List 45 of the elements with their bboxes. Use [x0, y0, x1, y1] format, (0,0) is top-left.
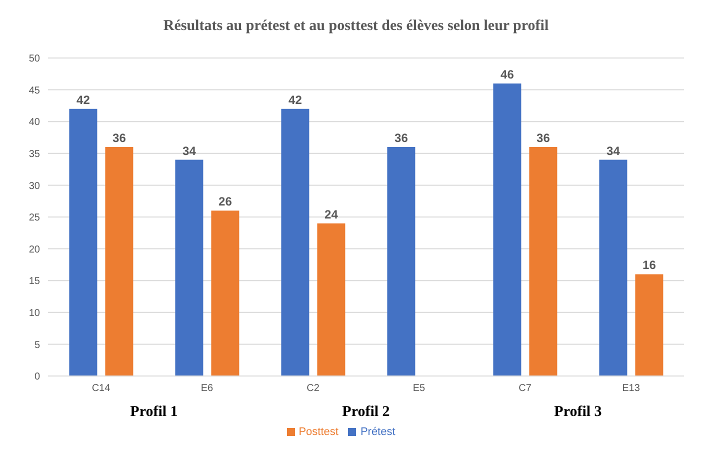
bar: [493, 83, 522, 376]
data-label: 42: [288, 92, 302, 107]
bar: [281, 108, 310, 376]
x-tick-label: C7: [518, 383, 532, 394]
x-tick-label: E5: [412, 383, 426, 394]
y-tick-label: 0: [34, 372, 40, 383]
data-label: 34: [606, 144, 620, 158]
chart-title: Résultats au prétest et au posttest des élèves selon leur profil: [162, 18, 550, 35]
bar: [211, 210, 240, 376]
x-tick-label: C2: [306, 383, 320, 394]
data-label: 16: [642, 258, 656, 272]
y-tick-label: 25: [28, 212, 40, 224]
y-tick-label: 35: [28, 148, 40, 160]
data-label: 26: [218, 194, 232, 209]
bar: [599, 160, 628, 376]
data-label: 36: [536, 131, 550, 146]
bar: [69, 108, 98, 376]
legend-label: Prétest: [360, 426, 396, 438]
data-label: 42: [76, 92, 90, 107]
bar: [529, 147, 558, 376]
legend-label: Posttest: [298, 426, 338, 438]
data-label: 36: [394, 131, 408, 146]
data-label: 34: [182, 144, 196, 158]
y-tick-label: 45: [28, 85, 40, 96]
y-tick-label: 30: [28, 180, 40, 192]
text: Profil 2: [341, 404, 391, 421]
bar: [387, 147, 416, 376]
text: Profil 1: [129, 404, 179, 421]
bar: [175, 160, 204, 376]
bar: [635, 274, 664, 376]
data-label: 36: [112, 131, 126, 146]
bar: [317, 223, 346, 376]
y-tick-label: 50: [28, 54, 40, 65]
y-tick-label: 20: [28, 244, 40, 256]
x-tick-label: C14: [92, 383, 111, 394]
y-tick-label: 15: [28, 276, 40, 288]
bar: [105, 147, 134, 376]
y-tick-label: 5: [34, 340, 40, 351]
x-tick-label: E13: [622, 383, 640, 394]
data-label: 46: [500, 67, 514, 82]
data-label: 24: [324, 207, 338, 222]
text: Profil 3: [553, 404, 603, 421]
y-tick-label: 40: [28, 117, 40, 128]
y-tick-label: 10: [28, 308, 40, 319]
x-tick-label: E6: [200, 383, 214, 394]
